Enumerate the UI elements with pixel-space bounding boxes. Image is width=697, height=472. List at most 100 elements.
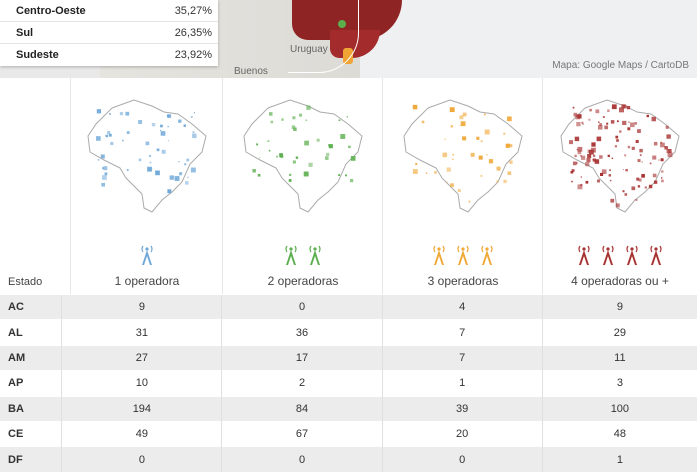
municipality-mark xyxy=(151,122,156,127)
municipality-mark xyxy=(346,116,348,118)
municipality-mark xyxy=(160,131,166,136)
municipality-mark xyxy=(476,136,480,140)
region-summary-box: Centro-Oeste 35,27% Sul 26,35% Sudeste 2… xyxy=(0,0,218,66)
operator-count-cell: 4 xyxy=(381,293,543,320)
tower-icon-group xyxy=(223,244,383,266)
municipality-mark xyxy=(503,179,507,184)
municipality-mark xyxy=(276,155,279,158)
column-header-4[interactable]: 4 operadoras ou + xyxy=(542,78,697,294)
column-header-3[interactable]: 3 operadoras xyxy=(382,78,543,294)
municipality-mark xyxy=(571,169,575,172)
municipality-mark xyxy=(665,125,669,129)
operator-count-cell: 67 xyxy=(221,420,383,447)
municipality-mark xyxy=(415,162,418,165)
region-name: Sudeste xyxy=(16,49,59,61)
municipality-mark xyxy=(509,144,513,148)
municipality-mark xyxy=(478,155,483,160)
municipality-mark xyxy=(623,169,625,171)
column-header-1[interactable]: 1 operadora xyxy=(70,78,223,294)
state-code: AP xyxy=(0,370,62,397)
municipality-mark xyxy=(147,166,153,172)
municipality-mark xyxy=(569,140,574,145)
table-row[interactable]: AC 9 0 4 9 xyxy=(0,293,697,320)
municipality-mark xyxy=(574,154,577,158)
municipality-mark xyxy=(279,153,284,158)
table-row[interactable]: AM 27 17 7 11 xyxy=(0,344,697,371)
operator-count-cell: 31 xyxy=(61,319,222,346)
operator-count-cell: 84 xyxy=(221,395,383,422)
map-sea xyxy=(360,0,697,78)
operator-count-cell: 100 xyxy=(541,395,697,422)
municipality-mark xyxy=(161,149,166,154)
municipality-mark xyxy=(639,154,642,157)
operator-count-cell: 9 xyxy=(61,293,222,320)
municipality-mark xyxy=(615,135,619,139)
column-label: 4 operadoras ou + xyxy=(571,274,669,288)
municipality-mark xyxy=(442,152,448,158)
municipality-mark xyxy=(641,174,645,178)
operator-count-cell: 3 xyxy=(541,370,697,397)
municipality-mark xyxy=(649,162,652,165)
municipality-mark xyxy=(122,139,124,142)
state-code: DF xyxy=(0,446,62,472)
municipality-mark xyxy=(149,154,151,157)
municipality-mark xyxy=(169,175,174,180)
municipality-mark xyxy=(599,155,603,159)
municipality-mark xyxy=(625,168,628,172)
municipality-mark xyxy=(582,123,584,125)
region-name: Centro-Oeste xyxy=(16,4,86,17)
antenna-tower-icon xyxy=(650,245,662,265)
municipality-mark xyxy=(187,176,189,178)
municipality-mark xyxy=(587,153,592,159)
municipality-mark xyxy=(638,178,642,182)
municipality-mark xyxy=(457,189,461,192)
operator-count-cell: 48 xyxy=(541,420,697,447)
municipality-mark xyxy=(616,120,619,123)
municipality-mark xyxy=(580,155,586,160)
column-header-2[interactable]: 2 operadoras xyxy=(222,78,383,294)
municipality-mark xyxy=(119,112,124,116)
municipality-mark xyxy=(257,173,261,177)
municipality-mark xyxy=(459,124,461,126)
municipality-mark xyxy=(580,183,583,187)
municipality-mark xyxy=(618,107,624,113)
table-row[interactable]: DF 0 0 0 1 xyxy=(0,446,697,472)
municipality-mark xyxy=(338,119,341,122)
municipality-mark xyxy=(637,129,641,133)
table-row[interactable]: AP 10 2 1 3 xyxy=(0,370,697,397)
municipality-mark xyxy=(167,189,172,194)
municipality-mark xyxy=(108,133,112,137)
municipality-mark xyxy=(460,121,466,127)
municipality-mark xyxy=(160,124,163,128)
municipality-mark xyxy=(97,159,100,161)
municipality-mark xyxy=(305,119,308,122)
municipality-mark xyxy=(576,121,581,127)
municipality-mark xyxy=(507,171,512,176)
municipality-mark xyxy=(598,125,603,130)
municipality-mark xyxy=(103,166,108,171)
operator-count-cell: 1 xyxy=(381,370,543,397)
municipality-mark xyxy=(588,118,591,121)
municipality-mark xyxy=(446,181,448,183)
municipality-mark xyxy=(651,116,657,122)
municipality-mark xyxy=(660,142,665,148)
municipality-mark xyxy=(488,159,494,164)
operator-count-cell: 17 xyxy=(221,344,383,371)
municipality-mark xyxy=(611,157,614,160)
antenna-tower-icon xyxy=(141,245,153,265)
municipality-mark xyxy=(601,169,607,175)
table-row[interactable]: AL 31 36 7 29 xyxy=(0,319,697,346)
municipality-mark xyxy=(622,190,625,193)
municipality-mark xyxy=(190,116,193,118)
table-row[interactable]: BA 194 84 39 100 xyxy=(0,395,697,422)
operator-count-cell: 10 xyxy=(61,370,222,397)
municipality-mark xyxy=(268,149,271,152)
antenna-tower-icon xyxy=(433,245,445,265)
municipality-mark xyxy=(268,112,273,116)
table-row[interactable]: CE 49 67 20 48 xyxy=(0,420,697,447)
municipality-mark xyxy=(138,158,142,162)
municipality-mark xyxy=(125,111,130,116)
municipality-mark xyxy=(167,125,169,128)
operator-count-cell: 0 xyxy=(221,446,383,472)
municipality-mark xyxy=(328,144,333,149)
